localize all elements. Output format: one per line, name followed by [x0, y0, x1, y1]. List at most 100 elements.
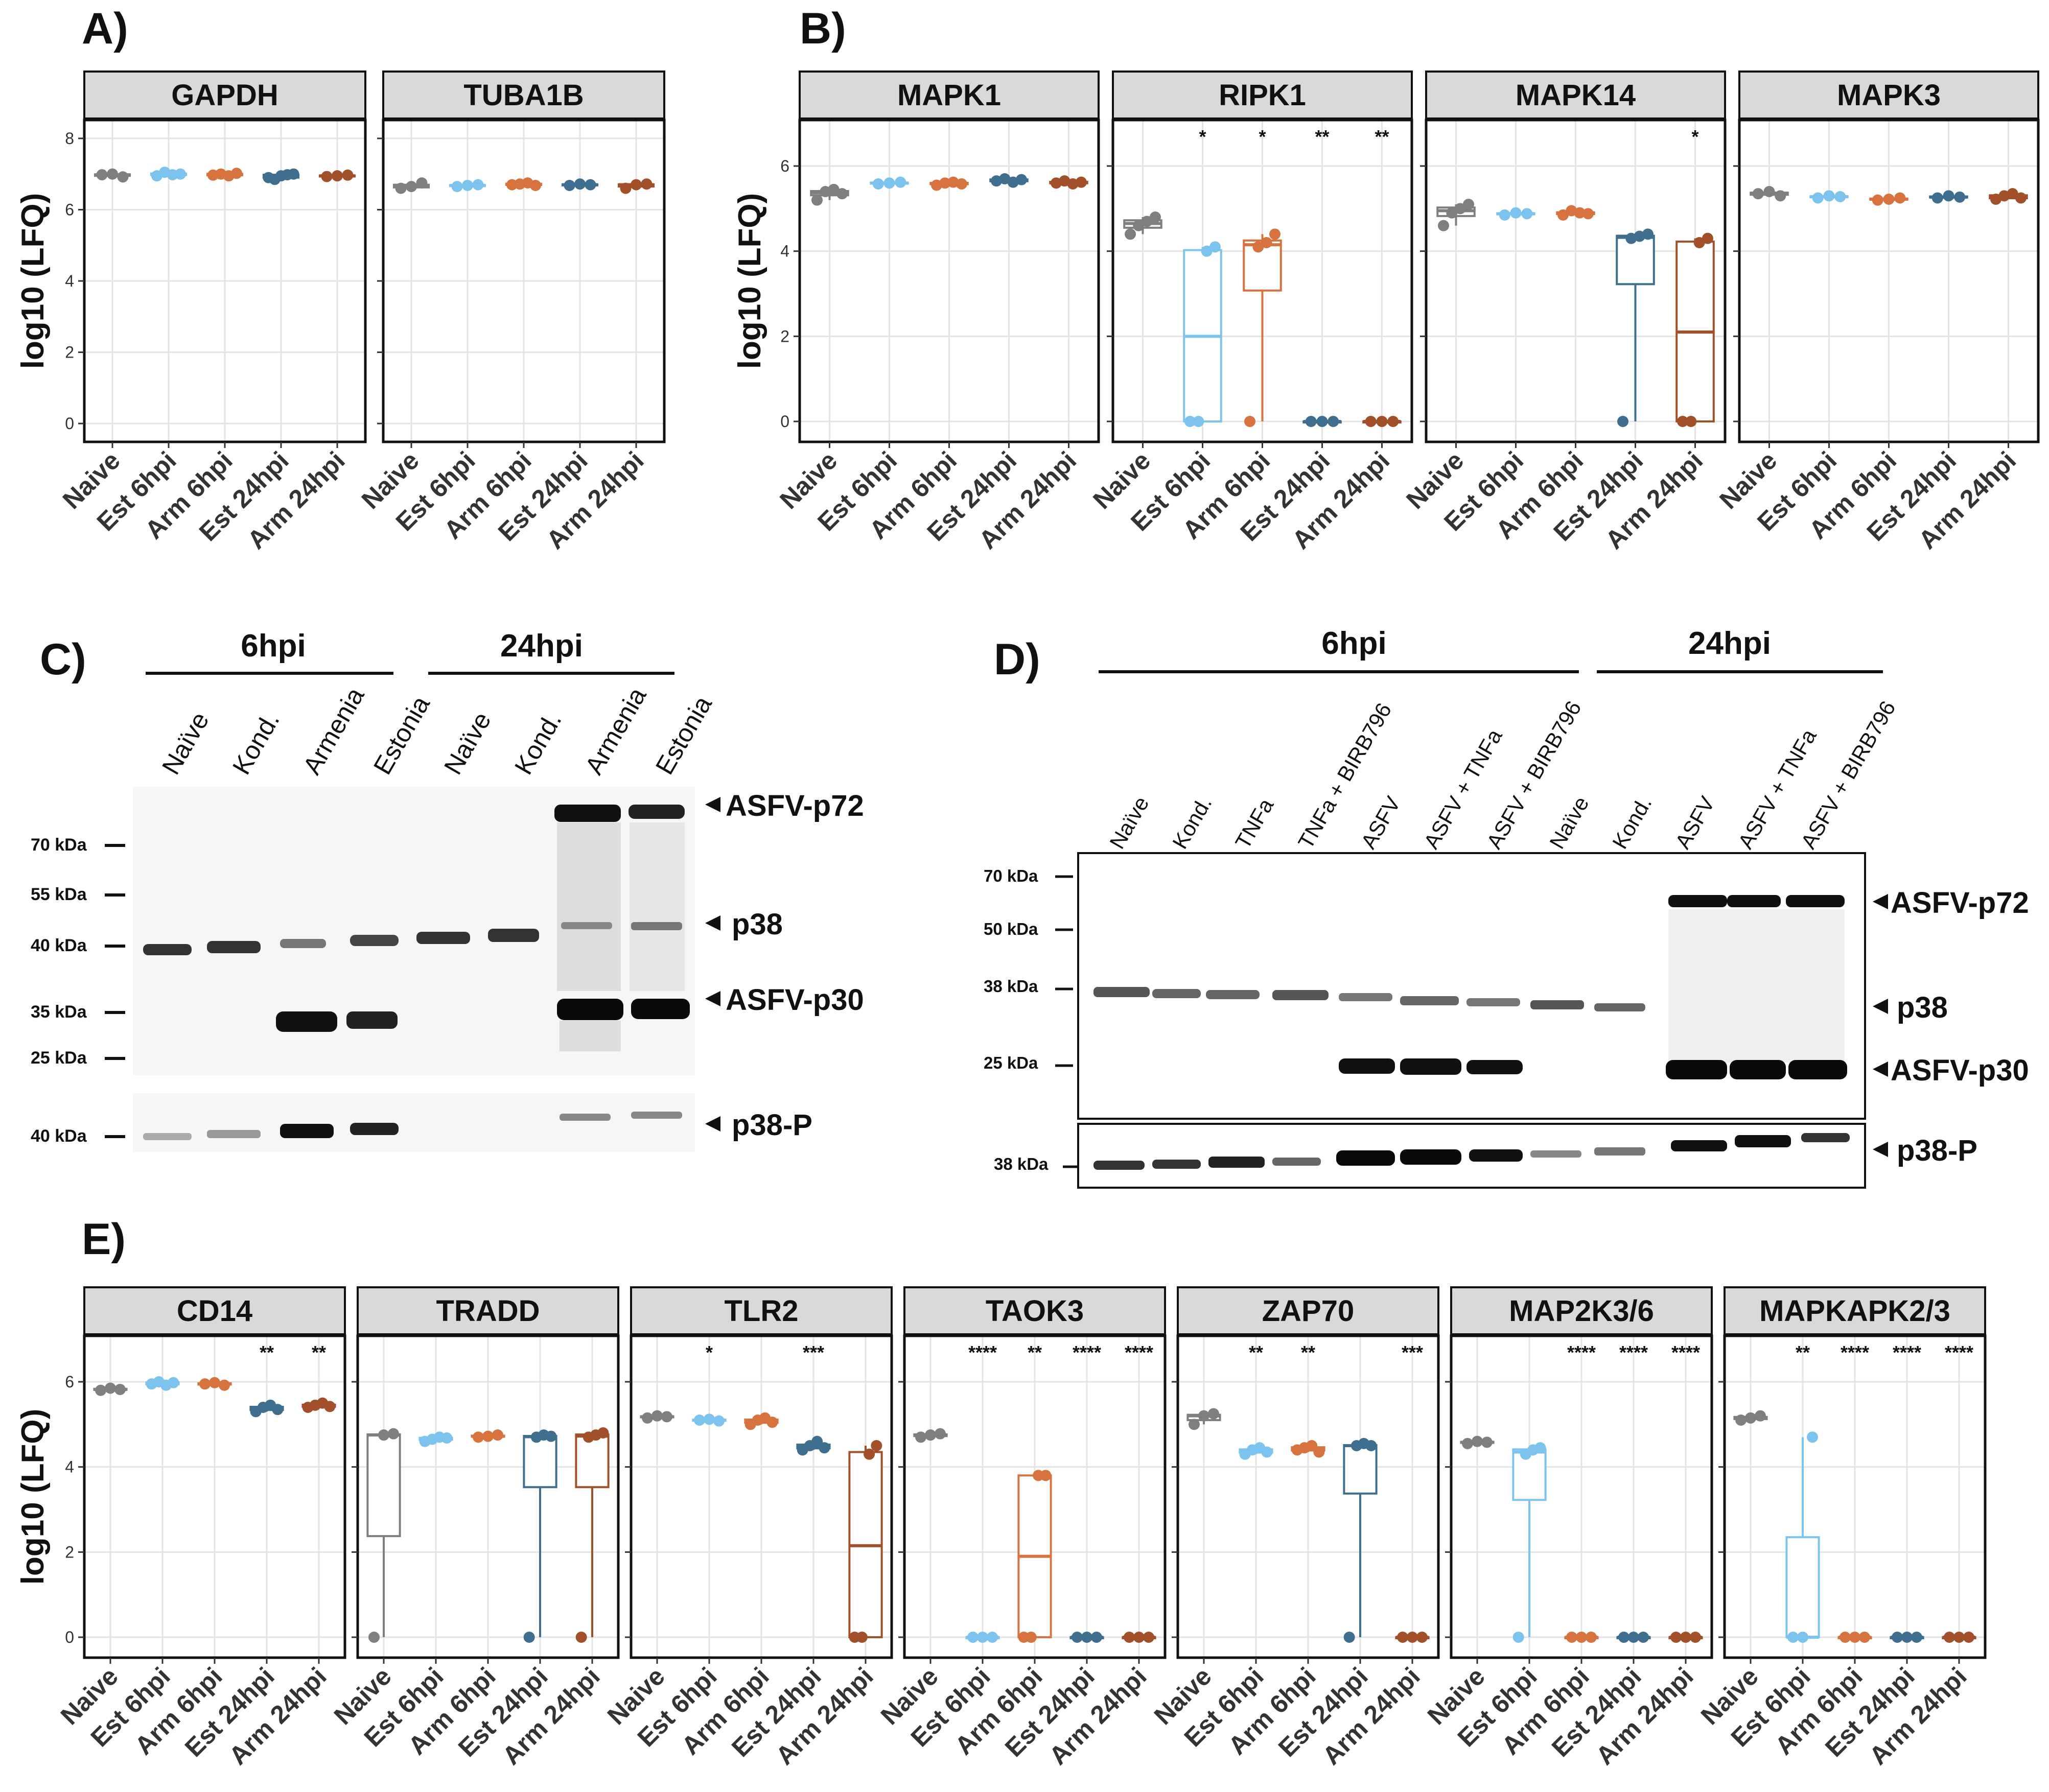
data-point — [828, 183, 840, 195]
data-point — [1752, 188, 1764, 200]
box-ripk1-est-6hpi — [1183, 241, 1222, 427]
d-band-p30-asfvbirb6 — [1466, 1060, 1523, 1074]
panel-letter-b: B) — [800, 4, 846, 53]
c-smear-estonia24 — [630, 822, 685, 991]
d-band-p72-asfv24 — [1668, 895, 1727, 907]
box-mapk1-est-24hpi — [989, 173, 1029, 188]
data-point — [1499, 209, 1510, 221]
d-band-p38p-9 — [1594, 1147, 1645, 1156]
data-point — [1582, 208, 1594, 220]
box-gapdh-naive — [94, 168, 131, 183]
data-point — [1702, 232, 1713, 244]
data-point — [332, 170, 343, 182]
box-mapkapk2-3-naive — [1733, 1410, 1768, 1426]
box-ripk1-arm-24hpi — [1362, 416, 1402, 427]
box-mapk1-naive — [810, 183, 849, 206]
facet-strip-gapdh — [83, 70, 366, 120]
data-point — [1207, 1408, 1219, 1420]
d-band-p38p-4 — [1272, 1158, 1321, 1166]
d-band-p38-2 — [1152, 989, 1201, 998]
y-tick-label: 0 — [780, 412, 789, 431]
facet-strip-zap70 — [1177, 1286, 1439, 1335]
data-point — [1823, 190, 1835, 202]
c-band-p30-estonia24 — [631, 999, 690, 1019]
box-mapk3-est-24hpi — [1929, 190, 1968, 204]
data-point — [1193, 416, 1204, 427]
box-zap70-arm-6hpi — [1291, 1440, 1325, 1458]
box-iqr — [1616, 234, 1655, 286]
data-point — [1387, 416, 1399, 427]
facet-strip-mapk3 — [1738, 70, 2039, 120]
box-mapk3-arm-6hpi — [1869, 192, 1908, 206]
significance-zap70-arm-24hpi: *** — [1402, 1342, 1423, 1363]
box-mapkapk2-3-arm-6hpi — [1837, 1632, 1872, 1643]
y-tick-label: 6 — [65, 1373, 74, 1391]
facet-title-zap70: ZAP70 — [1262, 1294, 1355, 1328]
data-point — [1735, 1414, 1747, 1426]
data-point — [441, 1432, 453, 1444]
box-taok3-arm-6hpi — [1017, 1470, 1052, 1643]
box-map2k3-6-est-24hpi — [1616, 1632, 1651, 1643]
data-point — [1642, 228, 1654, 240]
box-mapk3-arm-24hpi — [1989, 188, 2028, 205]
data-point — [406, 181, 417, 193]
box-tradd-est-24hpi — [523, 1429, 557, 1643]
data-point — [1963, 1632, 1974, 1643]
d-band-p38-7 — [1466, 998, 1520, 1006]
data-point — [1521, 208, 1533, 220]
d-band-p30-asfvtnf6 — [1400, 1058, 1461, 1075]
data-point — [1143, 1632, 1154, 1643]
data-point — [1943, 190, 1954, 202]
c-label-p38p: p38-P — [732, 1109, 812, 1142]
box-cd14-est-24hpi — [249, 1399, 284, 1418]
d-band-p38p-2 — [1152, 1160, 1201, 1169]
data-point — [1189, 1419, 1200, 1430]
significance-map2k3-6-est-24hpi: **** — [1619, 1342, 1648, 1363]
d-band-p72-asfvbirb24 — [1786, 895, 1845, 907]
c-band-p38p-armenia6 — [280, 1124, 334, 1138]
significance-mapkapk2-3-est-24hpi: **** — [1893, 1342, 1921, 1363]
d-band-p30-asfv24 — [1666, 1060, 1727, 1079]
facet-title-tlr2: TLR2 — [725, 1294, 799, 1328]
data-point — [1040, 1470, 1052, 1481]
y-tick-label: 2 — [65, 1543, 74, 1561]
d-band-p38p-12 — [1801, 1133, 1850, 1142]
facet-title-mapkapk2-3: MAPKAPK2/3 — [1759, 1294, 1950, 1328]
data-point — [1081, 1632, 1092, 1643]
c-label-p38: p38 — [732, 908, 783, 941]
data-point — [1840, 1632, 1851, 1643]
data-point — [872, 178, 884, 190]
data-point — [1775, 190, 1786, 202]
data-point — [1512, 1632, 1524, 1643]
box-tuba1b-est-24hpi — [561, 178, 599, 192]
data-point — [642, 1412, 654, 1424]
c-time-label-24hpi: 24hpi — [500, 628, 583, 664]
c-marker-25: 25 kDa — [31, 1048, 87, 1068]
data-point — [1787, 1632, 1799, 1643]
data-point — [482, 1430, 494, 1442]
data-point — [2007, 188, 2018, 200]
data-point — [1670, 1632, 1682, 1643]
data-point — [1454, 203, 1466, 215]
d-band-p38p-8 — [1530, 1150, 1581, 1158]
box-mapk14-est-24hpi — [1616, 228, 1655, 427]
box-mapk14-arm-6hpi — [1556, 205, 1595, 221]
box-tuba1b-arm-6hpi — [505, 177, 543, 192]
data-point — [175, 168, 187, 180]
facet-strip-mapk14 — [1425, 70, 1726, 120]
data-point — [934, 1428, 946, 1440]
data-point — [462, 180, 473, 192]
data-point — [114, 1384, 126, 1395]
data-point — [564, 180, 575, 192]
c-band-p38p-kond6 — [207, 1130, 261, 1138]
c-marker-55: 55 kDa — [31, 885, 87, 904]
panel-letter-a: A) — [82, 4, 128, 53]
facet-strip-mapk1 — [799, 70, 1100, 120]
box-gapdh-est-24hpi — [262, 168, 300, 185]
facet-strip-taok3 — [903, 1286, 1166, 1335]
c-arrow-p38p — [705, 1116, 720, 1131]
